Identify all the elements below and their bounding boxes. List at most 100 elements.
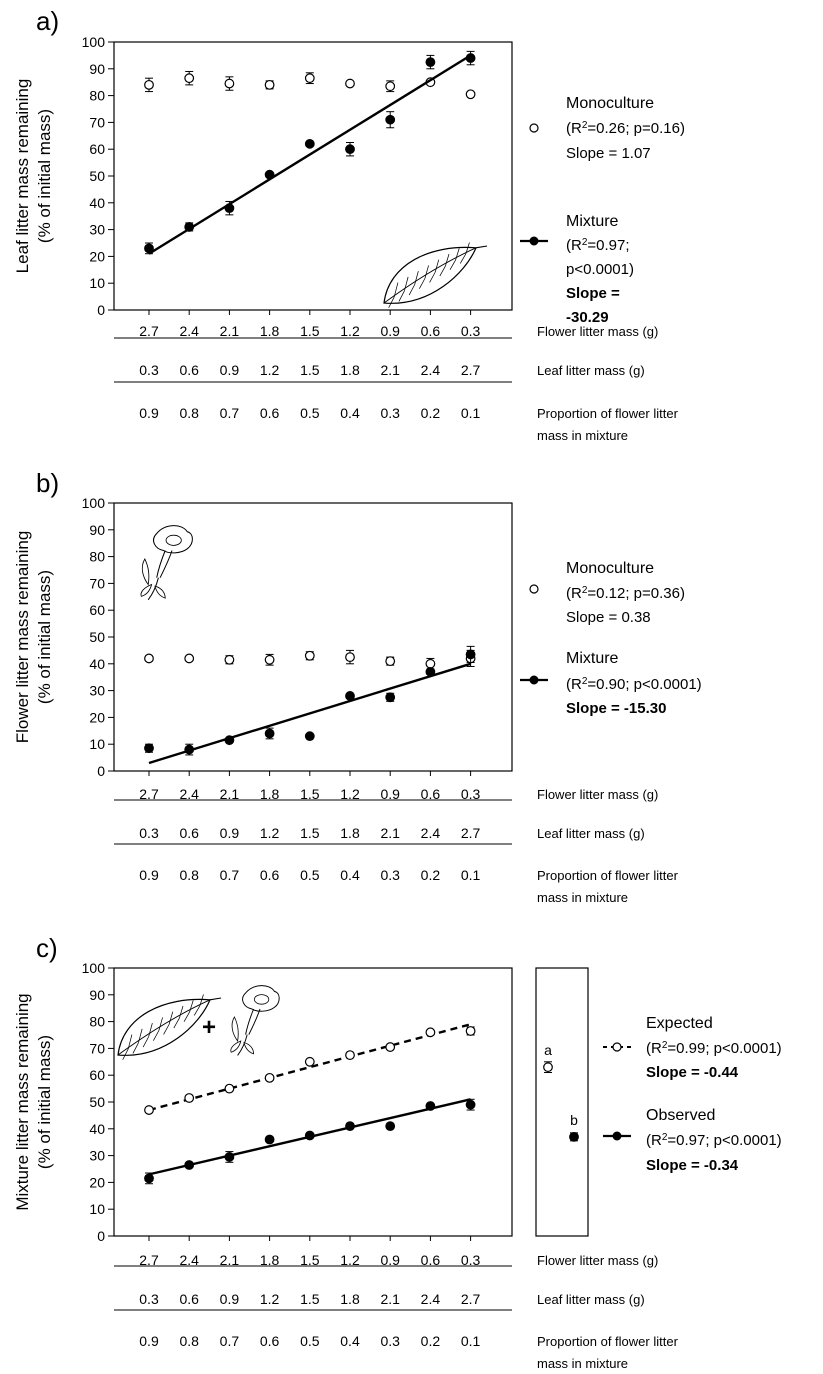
x-tick-label: 0.3 xyxy=(461,1252,481,1268)
legend-text: Mixture xyxy=(566,650,619,667)
y-axis-label: Leaf litter mass remaining (% of initial … xyxy=(13,79,54,274)
data-point xyxy=(345,144,355,155)
data-point xyxy=(304,138,315,149)
y-tick-label: 100 xyxy=(82,960,106,976)
x-tick-label: 1.2 xyxy=(340,1252,360,1268)
legend-monoculture: Monoculture (R2=0.26; p=0.16) Slope = 1.07 xyxy=(529,95,685,162)
x-tick-label: 1.8 xyxy=(260,1252,280,1268)
data-point xyxy=(224,735,235,746)
data-point xyxy=(385,1121,396,1132)
x-tick-label: 0.3 xyxy=(461,323,481,339)
x-tick-label: 0.2 xyxy=(421,867,441,883)
data-point xyxy=(304,73,315,84)
data-point xyxy=(144,79,154,90)
y-tick-label: 60 xyxy=(89,141,105,157)
data-point xyxy=(144,743,154,754)
legend-text: Observed xyxy=(646,1107,715,1124)
y-tick-label: 30 xyxy=(89,222,105,238)
data-point xyxy=(385,692,396,703)
x-tick-label: 0.6 xyxy=(179,362,199,378)
x-tick-label: 2.4 xyxy=(421,362,441,378)
leaf-vein xyxy=(419,278,426,289)
x-tick-label: 0.6 xyxy=(260,867,280,883)
series-mixture xyxy=(144,645,476,765)
x-tick-label: 1.5 xyxy=(300,786,320,802)
x-tick-label: 1.8 xyxy=(340,825,360,841)
data-point xyxy=(184,1093,195,1103)
data-point xyxy=(224,1152,235,1162)
legend-text: Slope = xyxy=(566,285,620,302)
legend-mixture: Mixture (R2=0.97; p<0.0001) Slope = -30.29 xyxy=(520,213,634,326)
x-axis-label: mass in mixture xyxy=(537,1356,628,1371)
x-tick-label: 0.4 xyxy=(340,405,360,421)
y-tick-label: 70 xyxy=(89,575,105,591)
data-point xyxy=(304,1130,315,1141)
leaf-vein xyxy=(199,994,204,1007)
data-point xyxy=(144,1173,154,1184)
leaf-vein xyxy=(153,1030,160,1041)
y-tick-label: 0 xyxy=(97,302,105,318)
x-tick-label: 0.2 xyxy=(421,1333,441,1349)
y-tick-label: 40 xyxy=(89,1121,105,1137)
x-tick-label: 1.2 xyxy=(260,1291,280,1307)
leaf-illustration xyxy=(117,994,222,1060)
y-tick-label: 0 xyxy=(97,763,105,779)
x-tick-label: 0.6 xyxy=(179,825,199,841)
chart-panel-1: a) 0 10 20 30 40 50 60 70 80 90 100 Leaf litter mass… xyxy=(13,6,685,443)
x-tick-label: 0.3 xyxy=(380,867,400,883)
data-point xyxy=(264,79,275,90)
legend-marker xyxy=(612,1042,622,1052)
leaf-vein xyxy=(434,259,440,273)
x-tick-label: 0.9 xyxy=(220,1291,240,1307)
x-tick-label: 0.8 xyxy=(179,867,199,883)
x-tick-label: 0.7 xyxy=(220,1333,240,1349)
leaf-vein xyxy=(408,284,415,296)
data-point xyxy=(184,653,195,664)
data-point xyxy=(144,1105,154,1115)
leaf-vein xyxy=(465,242,470,255)
y-tick-label: 90 xyxy=(89,987,105,1003)
x-tick-label: 0.7 xyxy=(220,405,240,421)
legend-text: Expected xyxy=(646,1015,713,1032)
x-tick-label: 2.7 xyxy=(461,362,481,378)
y-tick-label: 80 xyxy=(89,88,105,104)
data-point xyxy=(224,654,235,665)
x-tick-label: 0.1 xyxy=(461,867,481,883)
flower-tube xyxy=(245,1008,255,1035)
legend-text: (R2=0.26; p=0.16) xyxy=(566,120,685,138)
leaf-vein xyxy=(193,1005,201,1016)
leaf-vein xyxy=(142,1036,149,1048)
regression-line xyxy=(148,54,472,255)
data-point xyxy=(385,1042,396,1052)
data-point xyxy=(224,1083,235,1094)
data-point xyxy=(385,656,396,667)
x-tick-label: 0.6 xyxy=(421,786,441,802)
legend-text: (R2=0.97; xyxy=(566,237,630,255)
legend-marker xyxy=(529,236,539,246)
flower-tube xyxy=(159,550,173,578)
y-tick-label: 0 xyxy=(97,1228,105,1244)
data-point xyxy=(184,222,195,232)
flower-leaf xyxy=(243,1042,255,1055)
x-tick-label: 2.1 xyxy=(220,1252,240,1268)
x-tick-label: 1.5 xyxy=(300,825,320,841)
legend-text: (R2=0.90; p<0.0001) xyxy=(566,676,702,694)
leaf-midrib xyxy=(383,247,477,304)
chart-panel-3: c) 0 10 20 30 40 50 60 70 80 90 100 Mixture litter m… xyxy=(13,933,782,1371)
legend-text: (R2=0.97; p<0.0001) xyxy=(646,1132,782,1150)
legend-marker xyxy=(529,675,539,685)
leaf-vein xyxy=(404,276,409,291)
series-mixture xyxy=(144,50,476,255)
x-axis-label: Proportion of flower litter xyxy=(537,1334,679,1349)
data-point xyxy=(264,654,275,665)
flower-leaf xyxy=(154,585,166,599)
comparison-point xyxy=(569,1131,579,1142)
flower-stem xyxy=(237,1034,248,1056)
data-point xyxy=(465,1099,476,1110)
legend-observed: Observed (R2=0.97; p<0.0001) Slope = -0.34 xyxy=(603,1107,782,1174)
x-tick-label: 1.2 xyxy=(260,362,280,378)
leaf-vein xyxy=(424,265,429,279)
y-tick-label: 40 xyxy=(89,656,105,672)
series-monoculture xyxy=(144,649,476,670)
